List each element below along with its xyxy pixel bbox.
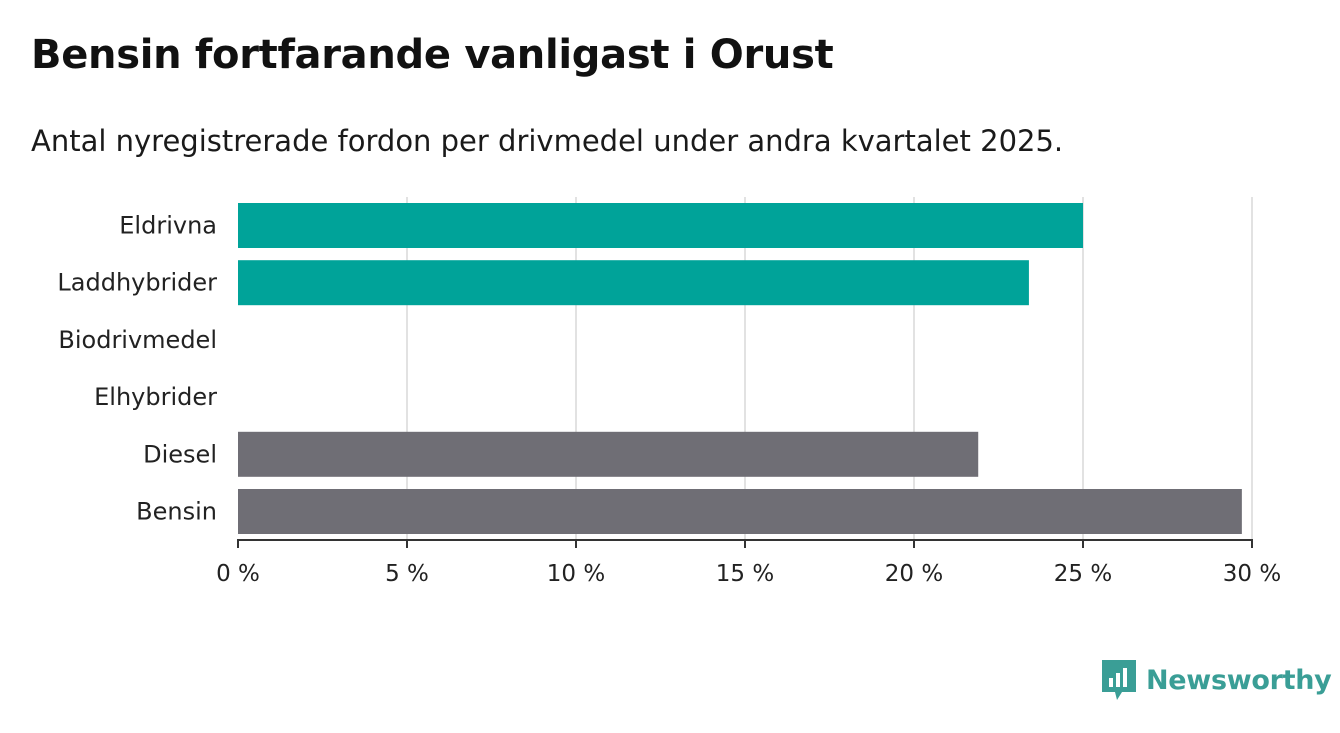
category-label: Laddhybrider [57, 269, 217, 297]
x-tick-label: 0 % [216, 561, 260, 587]
x-tick-label: 20 % [885, 561, 943, 587]
bar-diesel [238, 431, 979, 477]
bar-eldrivna [238, 203, 1083, 248]
category-label: Eldrivna [119, 212, 217, 240]
grid-lines [406, 197, 1253, 540]
brand-name: Newsworthy [1146, 664, 1332, 696]
category-label: Biodrivmedel [58, 326, 217, 354]
newsworthy-logo: Newsworthy [1102, 660, 1332, 700]
category-label: Diesel [143, 440, 217, 468]
x-tick-label: 25 % [1054, 561, 1112, 587]
x-tick-label: 15 % [716, 561, 774, 587]
category-labels: Eldrivna Laddhybrider Biodrivmedel Elhybrid… [57, 212, 217, 526]
x-tick-label: 10 % [547, 561, 605, 587]
bar-laddhybrider [238, 260, 1029, 306]
category-label: Elhybrider [94, 383, 217, 411]
x-axis: 0 % 5 % 10 % 15 % 20 % 25 % 30 % [216, 539, 1281, 587]
bar-bensin [238, 489, 1242, 534]
bar-chart-icon [1102, 660, 1136, 700]
x-tick-label: 30 % [1223, 561, 1281, 587]
chart-title: Bensin fortfarande vanligast i Orust [31, 32, 834, 78]
bars [238, 203, 1242, 534]
x-tick-label: 5 % [385, 561, 429, 587]
chart-subtitle: Antal nyregistrerade fordon per drivmede… [31, 124, 1064, 158]
category-label: Bensin [136, 498, 217, 526]
